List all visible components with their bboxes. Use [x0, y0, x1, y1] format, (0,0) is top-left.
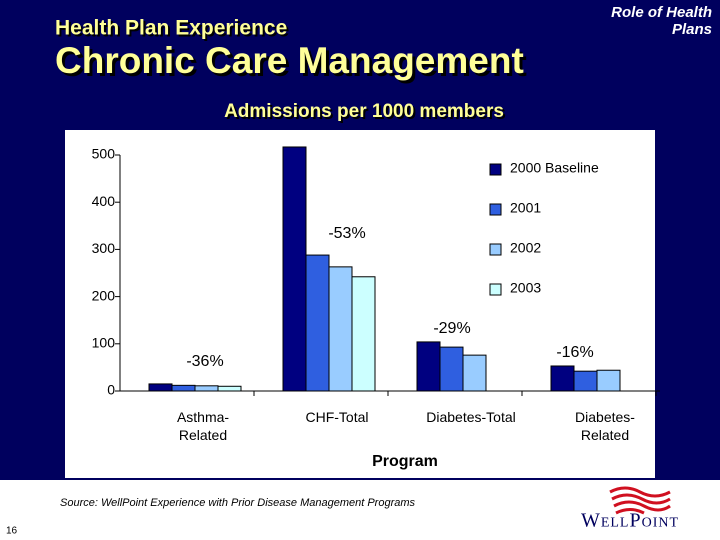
footer-band	[0, 480, 720, 540]
annotation: -36%	[186, 353, 223, 370]
title-shadow: Chronic Care Management	[58, 43, 527, 84]
y-tick-label: 500	[92, 146, 116, 162]
bar	[596, 369, 621, 392]
x-tick-label: Diabetes-Total	[426, 409, 516, 425]
title: Chronic Care Management	[55, 40, 524, 81]
legend-swatch	[489, 283, 502, 296]
bar	[194, 385, 219, 392]
bar	[416, 341, 441, 392]
legend-label: 2000 Baseline	[510, 160, 599, 176]
legend-label: 2001	[510, 200, 541, 216]
y-tick-label: 400	[92, 193, 116, 209]
bar	[148, 383, 173, 392]
chart-title: Admissions per 1000 members	[224, 101, 504, 122]
bar	[217, 385, 242, 392]
x-tick-label: CHF-Total	[305, 409, 369, 425]
bar	[550, 365, 575, 392]
bar	[439, 346, 464, 392]
x-tick-label: Diabetes-Related	[575, 409, 635, 443]
legend-label: 2002	[510, 240, 541, 256]
bar	[282, 146, 307, 392]
page-number: 16	[6, 526, 18, 537]
legend-swatch	[489, 163, 502, 176]
legend-label: 2003	[510, 280, 541, 296]
bar	[171, 384, 196, 392]
annotation: -29%	[433, 320, 470, 337]
logo-mark	[609, 486, 671, 515]
x-tick-label: Asthma-Related	[176, 409, 230, 443]
legend-swatch	[489, 243, 502, 256]
bar	[328, 266, 353, 392]
annotation: -53%	[328, 225, 365, 242]
annotation: -16%	[556, 344, 593, 361]
kicker-shadow: Health Plan Experience	[57, 19, 289, 42]
bar	[573, 370, 598, 392]
x-axis-label: Program	[372, 453, 438, 470]
y-tick-label: 300	[92, 240, 116, 256]
y-tick-label: 200	[92, 287, 116, 303]
bar	[462, 354, 487, 392]
y-tick-label: 0	[107, 382, 115, 398]
bar	[305, 254, 330, 392]
legend-swatch	[489, 203, 502, 216]
chart-title-shadow: Admissions per 1000 members	[226, 103, 506, 124]
logo: WellPoint	[581, 510, 679, 532]
kicker: Health Plan Experience	[55, 17, 287, 40]
bar	[351, 276, 376, 392]
corner-label: Role of Health Plans	[611, 4, 712, 38]
y-tick-label: 100	[92, 335, 116, 351]
source: Source: WellPoint Experience with Prior …	[60, 497, 416, 509]
